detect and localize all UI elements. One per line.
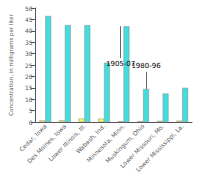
svg-text:50: 50 xyxy=(25,5,33,12)
svg-text:25: 25 xyxy=(25,62,33,69)
svg-text:Cedar, Iowa: Cedar, Iowa xyxy=(17,122,48,153)
svg-text:Wabash, Ind.: Wabash, Ind. xyxy=(74,122,107,155)
svg-text:40: 40 xyxy=(25,27,33,34)
svg-text:5: 5 xyxy=(29,107,33,114)
svg-text:Concentration, in milligrams p: Concentration, in milligrams per liter xyxy=(8,14,15,116)
svg-text:Lower Mississippi, La.: Lower Mississippi, La. xyxy=(134,122,185,173)
svg-text:35: 35 xyxy=(25,39,33,46)
svg-text:Muskingum, Ohio: Muskingum, Ohio xyxy=(103,122,146,165)
svg-text:Lower Missouri, Mo.: Lower Missouri, Mo. xyxy=(118,122,166,170)
svg-text:45: 45 xyxy=(25,16,33,23)
svg-text:0: 0 xyxy=(29,119,33,126)
svg-text:Des Moines, Iowa: Des Moines, Iowa xyxy=(25,122,68,165)
svg-text:20: 20 xyxy=(25,73,33,80)
svg-text:15: 15 xyxy=(25,84,33,91)
svg-text:10: 10 xyxy=(25,96,33,103)
svg-text:Lower Illinois, Ill.: Lower Illinois, Ill. xyxy=(46,122,87,163)
svg-text:Minnesota, Minn.: Minnesota, Minn. xyxy=(85,122,126,164)
svg-text:1980-96: 1980-96 xyxy=(131,62,161,70)
svg-text:1905-07: 1905-07 xyxy=(106,59,136,68)
svg-text:30: 30 xyxy=(25,50,33,57)
